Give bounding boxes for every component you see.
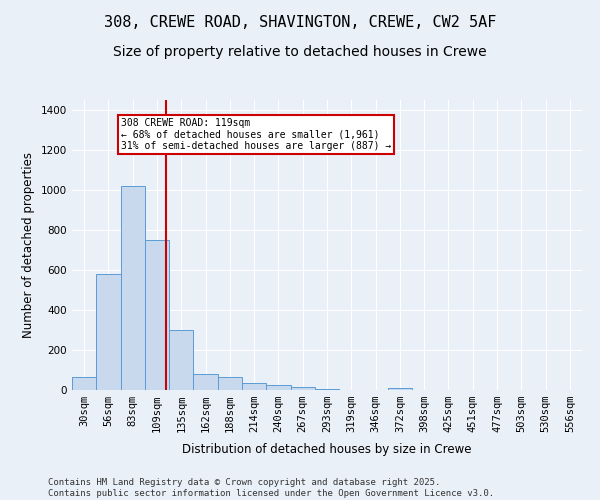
Text: 308 CREWE ROAD: 119sqm
← 68% of detached houses are smaller (1,961)
31% of semi-: 308 CREWE ROAD: 119sqm ← 68% of detached… <box>121 118 391 151</box>
Text: 308, CREWE ROAD, SHAVINGTON, CREWE, CW2 5AF: 308, CREWE ROAD, SHAVINGTON, CREWE, CW2 … <box>104 15 496 30</box>
Bar <box>121 186 145 390</box>
Text: Contains HM Land Registry data © Crown copyright and database right 2025.
Contai: Contains HM Land Registry data © Crown c… <box>48 478 494 498</box>
Bar <box>72 377 96 390</box>
Bar <box>218 377 242 390</box>
Bar <box>193 374 218 390</box>
Bar <box>290 387 315 390</box>
Y-axis label: Number of detached properties: Number of detached properties <box>22 152 35 338</box>
Bar <box>242 383 266 390</box>
Bar <box>145 240 169 390</box>
Bar <box>96 274 121 390</box>
Bar <box>388 388 412 390</box>
Bar <box>169 330 193 390</box>
X-axis label: Distribution of detached houses by size in Crewe: Distribution of detached houses by size … <box>182 444 472 456</box>
Text: Size of property relative to detached houses in Crewe: Size of property relative to detached ho… <box>113 45 487 59</box>
Bar <box>266 385 290 390</box>
Bar <box>315 389 339 390</box>
